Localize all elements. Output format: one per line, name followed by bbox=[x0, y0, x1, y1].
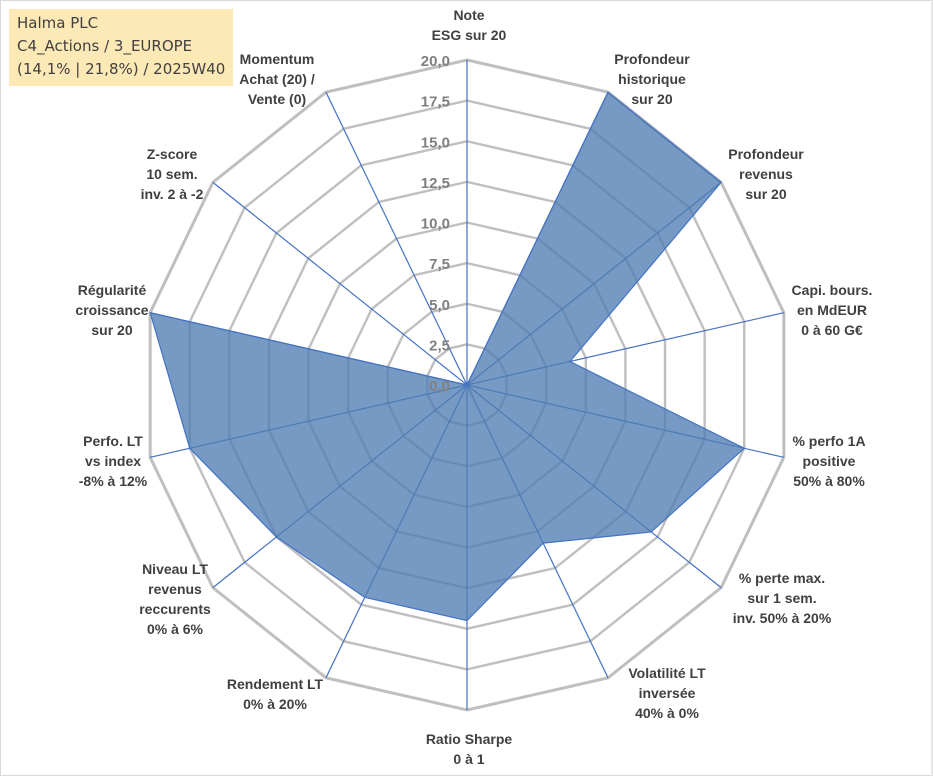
axis-label-6-line-2: 40% à 0% bbox=[635, 705, 699, 721]
axis-label-1-line-1: historique bbox=[618, 71, 686, 87]
axis-label-2: Profondeur revenus sur 20 bbox=[728, 146, 804, 202]
axis-label-layer: Note ESG sur 20 Profondeur historique sur 20… bbox=[75, 7, 872, 767]
axis-label-8-line-0: Rendement LT bbox=[227, 676, 324, 692]
axis-label-3: Capi. bours. en MdEUR 0 à 60 G€ bbox=[792, 282, 873, 338]
tick-label-0: 0,0 bbox=[429, 378, 450, 395]
axis-label-10: Perfo. LT vs index -8% à 12% bbox=[79, 433, 148, 489]
axis-label-5-line-2: inv. 50% à 20% bbox=[733, 610, 832, 626]
axis-label-6: Volatilité LT inversée 40% à 0% bbox=[628, 665, 706, 721]
axis-label-13: Momentum Achat (20) / Vente (0) bbox=[239, 51, 315, 107]
axis-label-3-line-1: en MdEUR bbox=[797, 302, 867, 318]
tick-label-3: 7,5 bbox=[429, 256, 450, 273]
axis-label-4: % perfo 1A positive 50% à 80% bbox=[792, 433, 865, 489]
title-company: Halma PLC bbox=[17, 14, 99, 32]
tick-label-2: 5,0 bbox=[429, 297, 450, 314]
axis-label-7: Ratio Sharpe 0 à 1 bbox=[426, 731, 513, 767]
axis-label-2-line-1: revenus bbox=[739, 166, 793, 182]
chart-title-box: Halma PLC C4_Actions / 3_EUROPE (14,1% |… bbox=[9, 9, 233, 86]
axis-label-11-line-0: Régularité bbox=[78, 282, 147, 298]
axis-label-9-line-0: Niveau LT bbox=[142, 561, 208, 577]
series-layer bbox=[149, 91, 746, 622]
axis-label-12-line-1: 10 sem. bbox=[146, 166, 197, 182]
axis-label-1-line-0: Profondeur bbox=[614, 51, 690, 67]
axis-label-10-line-0: Perfo. LT bbox=[83, 433, 143, 449]
title-stats: (14,1% | 21,8%) / 2025W40 bbox=[17, 60, 226, 78]
axis-label-12-line-2: inv. 2 à -2 bbox=[141, 186, 204, 202]
axis-label-12-line-0: Z-score bbox=[147, 146, 198, 162]
axis-label-12: Z-score 10 sem. inv. 2 à -2 bbox=[141, 146, 204, 202]
axis-label-6-line-1: inversée bbox=[639, 685, 696, 701]
axis-label-4-line-2: 50% à 80% bbox=[793, 473, 865, 489]
axis-label-2-line-2: sur 20 bbox=[745, 186, 786, 202]
axis-label-8-line-1: 0% à 20% bbox=[243, 696, 307, 712]
axis-label-6-line-0: Volatilité LT bbox=[628, 665, 706, 681]
axis-label-2-line-0: Profondeur bbox=[728, 146, 804, 162]
axis-label-1-line-2: sur 20 bbox=[631, 91, 672, 107]
axis-label-13-line-2: Vente (0) bbox=[248, 91, 306, 107]
axis-label-3-line-0: Capi. bours. bbox=[792, 282, 873, 298]
axis-label-10-line-2: -8% à 12% bbox=[79, 473, 148, 489]
axis-label-3-line-2: 0 à 60 G€ bbox=[801, 322, 863, 338]
spoke-12 bbox=[212, 181, 468, 386]
title-category: C4_Actions / 3_EUROPE bbox=[17, 37, 193, 55]
axis-label-0: Note ESG sur 20 bbox=[432, 7, 507, 43]
axis-label-0-line-0: Note bbox=[453, 7, 484, 23]
axis-label-9: Niveau LT revenus reccurents 0% à 6% bbox=[139, 561, 211, 637]
window-edge bbox=[931, 0, 933, 776]
tick-layer: 0,0 2,5 5,0 7,5 10,0 12,5 15,0 17,5 20,0 bbox=[421, 53, 450, 395]
axis-label-10-line-1: vs index bbox=[85, 453, 141, 469]
axis-label-9-line-3: 0% à 6% bbox=[147, 621, 204, 637]
axis-label-5-line-1: sur 1 sem. bbox=[747, 590, 816, 606]
tick-label-8: 20,0 bbox=[421, 53, 450, 70]
axis-label-7-line-1: 0 à 1 bbox=[453, 751, 484, 767]
axis-label-11-line-1: croissance bbox=[75, 302, 148, 318]
axis-label-4-line-1: positive bbox=[803, 453, 856, 469]
series-area bbox=[149, 91, 746, 622]
tick-label-7: 17,5 bbox=[421, 94, 450, 111]
axis-label-7-line-0: Ratio Sharpe bbox=[426, 731, 513, 747]
axis-label-5: % perte max. sur 1 sem. inv. 50% à 20% bbox=[733, 570, 832, 626]
axis-label-9-line-1: revenus bbox=[148, 581, 202, 597]
axis-label-13-line-0: Momentum bbox=[240, 51, 315, 67]
axis-label-5-line-0: % perte max. bbox=[739, 570, 825, 586]
spoke-13 bbox=[325, 91, 468, 386]
axis-label-0-line-1: ESG sur 20 bbox=[432, 27, 507, 43]
tick-label-5: 12,5 bbox=[421, 175, 450, 192]
tick-label-6: 15,0 bbox=[421, 134, 450, 151]
axis-label-11: Régularité croissance sur 20 bbox=[75, 282, 148, 338]
axis-label-1: Profondeur historique sur 20 bbox=[614, 51, 690, 107]
axis-label-13-line-1: Achat (20) / bbox=[239, 71, 315, 87]
tick-label-1: 2,5 bbox=[429, 337, 450, 354]
tick-label-4: 10,0 bbox=[421, 216, 450, 233]
axis-label-11-line-2: sur 20 bbox=[91, 322, 132, 338]
axis-label-8: Rendement LT 0% à 20% bbox=[227, 676, 324, 712]
axis-label-4-line-0: % perfo 1A bbox=[792, 433, 865, 449]
axis-label-9-line-2: reccurents bbox=[139, 601, 211, 617]
